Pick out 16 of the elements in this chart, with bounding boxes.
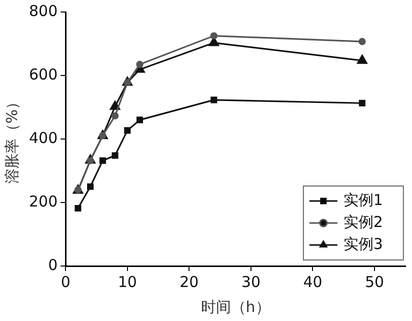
x-tick-label: 0 bbox=[60, 272, 70, 291]
legend-label: 实例1 bbox=[343, 190, 383, 209]
x-tick-label: 20 bbox=[180, 272, 199, 291]
x-tick-label: 10 bbox=[118, 272, 137, 291]
x-tick-label: 40 bbox=[303, 272, 322, 291]
y-tick-label: 400 bbox=[28, 128, 58, 147]
legend-label: 实例3 bbox=[343, 234, 383, 253]
y-tick-label: 800 bbox=[28, 2, 58, 20]
y-axis-title: 溶胀率（%） bbox=[2, 94, 21, 184]
y-tick-label: 600 bbox=[28, 65, 58, 84]
x-axis-title: 时间（h） bbox=[200, 298, 270, 316]
x-tick-label: 30 bbox=[241, 272, 261, 291]
y-tick-label: 0 bbox=[48, 256, 58, 274]
legend-label: 实例2 bbox=[343, 212, 383, 231]
x-tick-label: 50 bbox=[364, 272, 384, 291]
y-tick-label: 200 bbox=[28, 192, 58, 210]
